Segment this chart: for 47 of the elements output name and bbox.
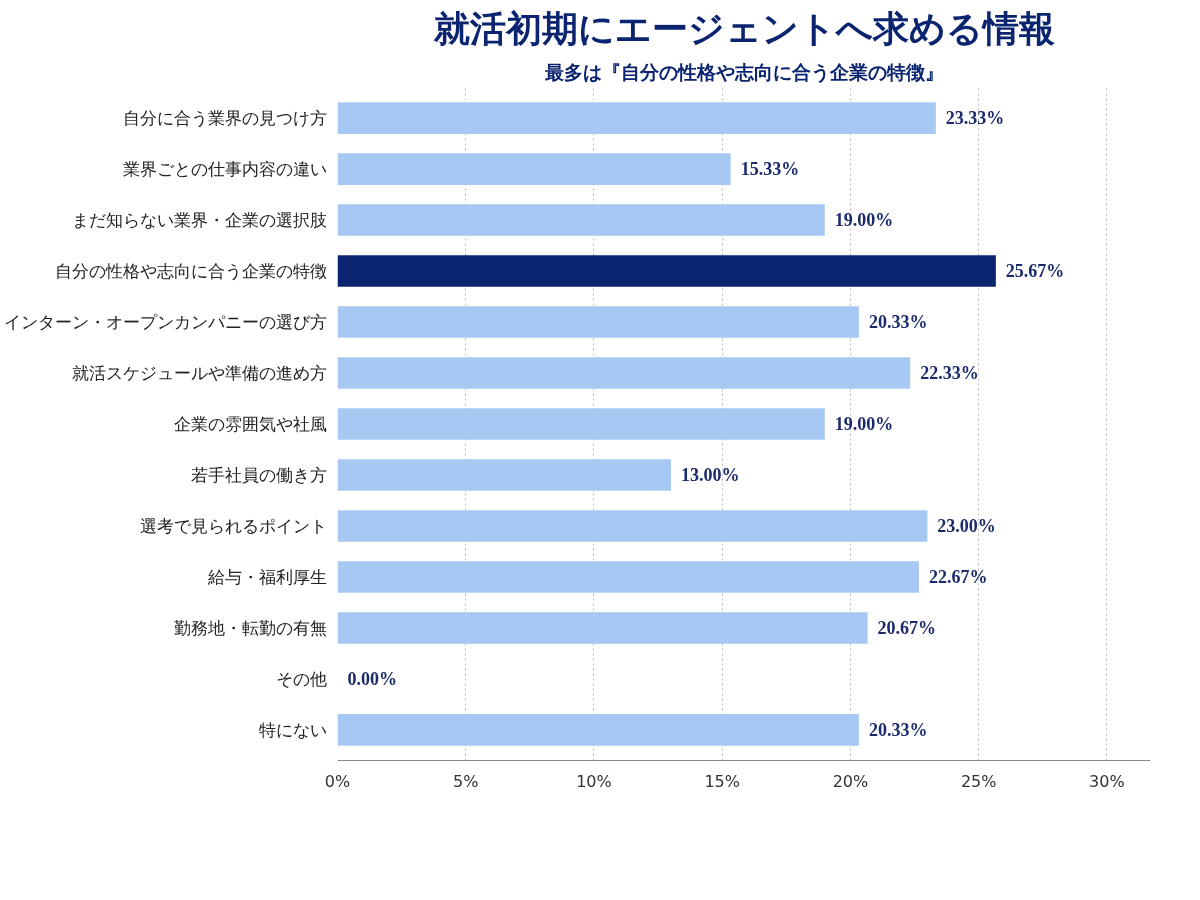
y-tick-label: 給与・福利厚生 xyxy=(206,566,327,587)
data-label: 15.33% xyxy=(740,159,800,180)
bar xyxy=(337,357,911,389)
y-tick-label: 業界ごとの仕事内容の違い xyxy=(122,159,327,180)
y-tick-label: 自分に合う業界の見つけ方 xyxy=(122,108,327,129)
bar xyxy=(337,306,859,338)
data-label: 20.33% xyxy=(868,719,928,740)
bar xyxy=(337,561,919,593)
x-tick-label: 15% xyxy=(704,771,740,791)
chart-title: 就活初期にエージェントへ求める情報 xyxy=(432,7,1055,49)
y-tick-label: 若手社員の働き方 xyxy=(190,464,327,485)
y-tick-label: 企業の雰囲気や社風 xyxy=(173,414,327,434)
bar xyxy=(337,612,868,644)
y-tick-label: 選考で見られるポイント xyxy=(139,515,327,536)
y-tick-label: 自分の性格や志向に合う企業の特徴 xyxy=(54,261,327,282)
data-label: 20.67% xyxy=(877,617,937,638)
y-tick-label: まだ知らない業界・企業の選択肢 xyxy=(71,210,327,231)
data-label: 19.00% xyxy=(834,210,894,231)
y-tick-label: 就活スケジュールや準備の進め方 xyxy=(71,363,327,384)
data-label: 22.33% xyxy=(920,363,979,384)
chart-subtitle: 最多は『自分の性格や志向に合う企業の特徴』 xyxy=(543,60,944,84)
data-label: 0.00% xyxy=(347,668,397,689)
bar xyxy=(337,153,731,185)
bar xyxy=(337,459,671,491)
x-tick-label: 25% xyxy=(960,771,997,791)
data-label: 13.00% xyxy=(680,464,740,485)
bar xyxy=(337,714,859,746)
y-tick-label: インターン・オープンカンパニーの選び方 xyxy=(3,312,327,333)
bar xyxy=(337,255,996,287)
data-label: 23.00% xyxy=(937,515,996,536)
data-label: 25.67% xyxy=(1005,261,1065,282)
y-tick-label: 勤務地・転勤の有無 xyxy=(173,617,327,638)
x-tick-label: 30% xyxy=(1089,771,1125,791)
bar xyxy=(337,408,825,440)
data-label: 19.00% xyxy=(834,414,894,434)
x-tick-label: 20% xyxy=(832,771,869,791)
bar xyxy=(337,204,825,236)
x-tick-label: 10% xyxy=(576,771,612,791)
data-label: 23.33% xyxy=(945,108,1005,129)
y-tick-label: その他 xyxy=(275,668,327,689)
x-tick-label: 0% xyxy=(324,771,351,791)
data-label: 22.67% xyxy=(928,566,988,587)
data-label: 20.33% xyxy=(868,312,928,333)
bar xyxy=(337,510,928,542)
x-tick-label: 5% xyxy=(453,771,479,791)
y-tick-label: 特にない xyxy=(258,719,327,740)
bar xyxy=(337,102,936,134)
